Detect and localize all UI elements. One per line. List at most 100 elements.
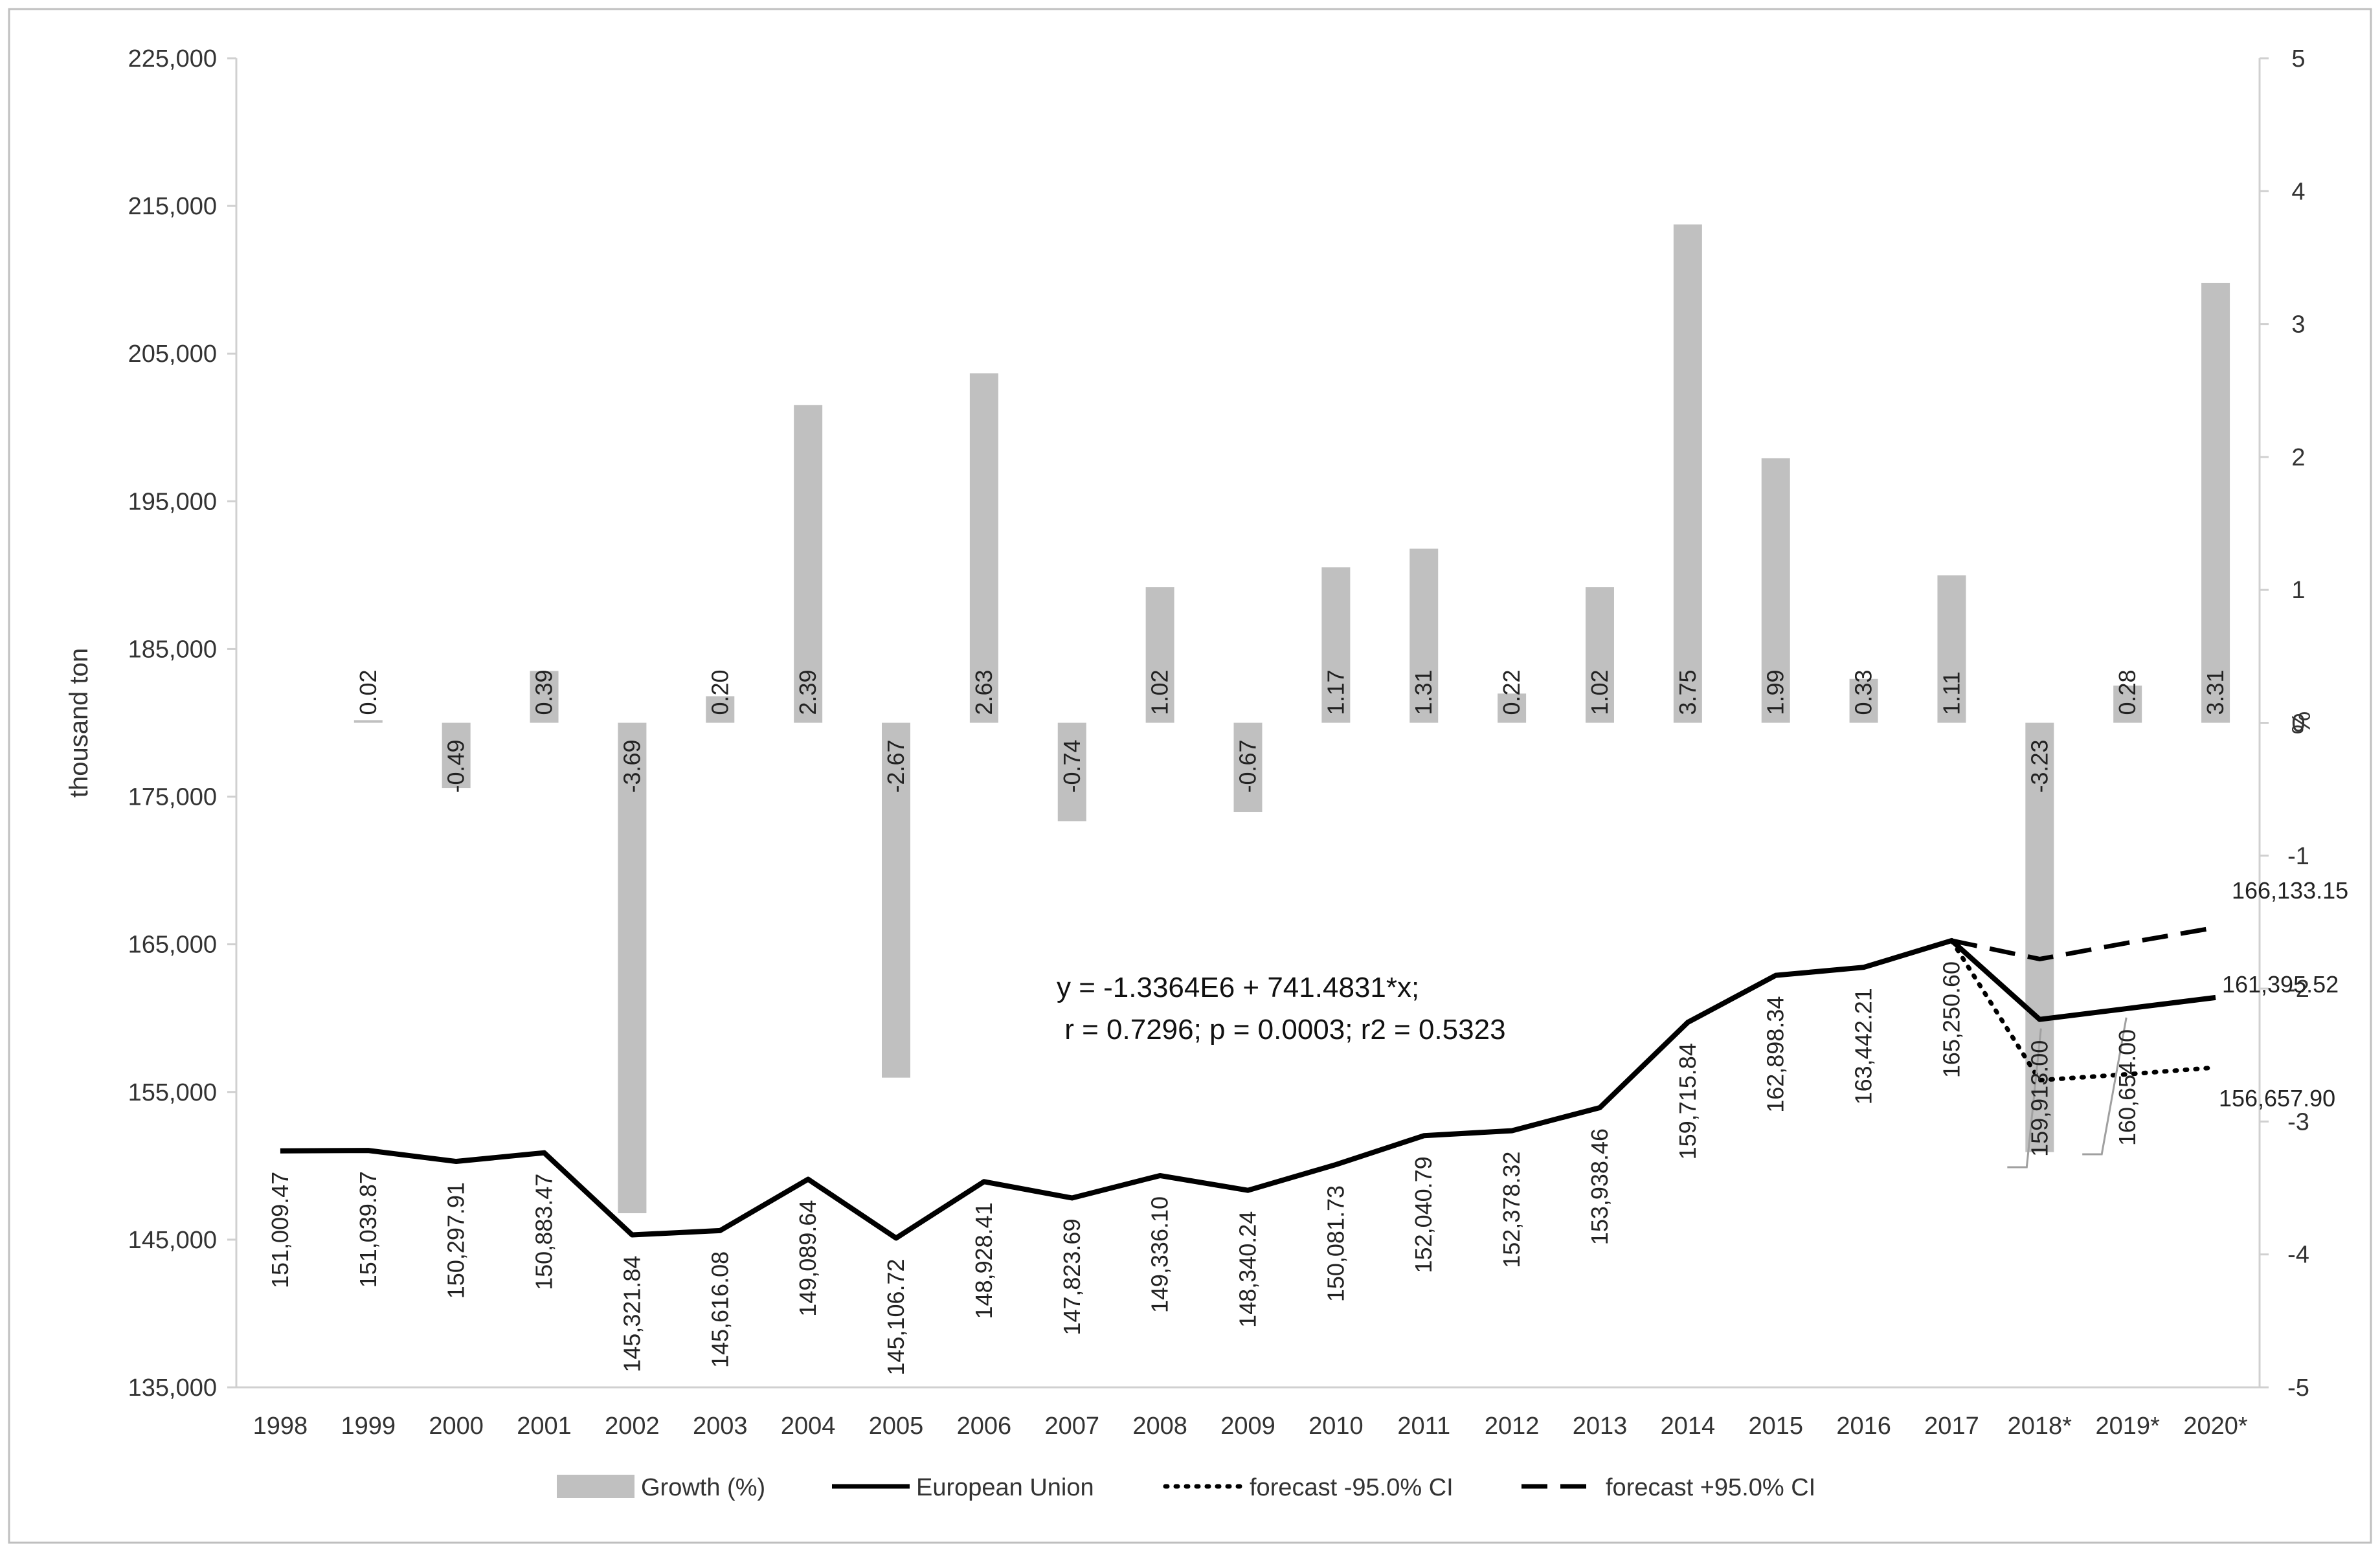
growth-bar-2009 <box>1233 722 1263 812</box>
x-tick-label-2001: 2001 <box>517 1413 572 1440</box>
growth-bar-label-2010: 1.17 <box>1322 669 1349 715</box>
eu-value-label-2000: 150,297.91 <box>443 1182 469 1299</box>
eu-value-label-2016: 163,442.21 <box>1850 988 1877 1104</box>
x-tick-label-2018*: 2018* <box>2008 1413 2072 1440</box>
growth-bar-2013 <box>1585 587 1614 723</box>
right-tick-label: -1 <box>2287 843 2309 870</box>
growth-bar-label-2017: 1.11 <box>1938 671 1964 715</box>
left-tick-label: 215,000 <box>128 193 217 220</box>
growth-bar-label-2012: 0.22 <box>1498 669 1525 715</box>
growth-bar-2020* <box>2201 282 2230 723</box>
growth-bar-label-2015: 1.99 <box>1762 669 1789 715</box>
leader-line-2019 <box>2082 1017 2127 1156</box>
eu-value-label-2008: 149,336.10 <box>1147 1196 1173 1313</box>
legend-label-1: European Union <box>916 1474 1094 1501</box>
growth-bar-label-2000: -0.49 <box>443 739 469 792</box>
right-tick-label: 0 <box>2291 710 2305 737</box>
growth-bar-2014 <box>1673 224 1702 723</box>
left-tick-label: 155,000 <box>128 1079 217 1106</box>
legend-label-3: forecast +95.0% CI <box>1606 1474 1815 1501</box>
eu-value-label-2015: 162,898.34 <box>1762 996 1789 1113</box>
x-tick-label-2009: 2009 <box>1220 1413 1275 1440</box>
growth-bar-label-2018*: -3.23 <box>2026 739 2052 792</box>
growth-bar-label-2001: 0.39 <box>531 669 557 715</box>
growth-bar-2019* <box>2113 686 2142 723</box>
eu-value-label-2006: 148,928.41 <box>971 1202 997 1319</box>
x-tick-label-2017: 2017 <box>1924 1413 1979 1440</box>
eu-value-label-2019*: 160,654.00 <box>2114 1029 2140 1146</box>
x-tick-label-2019*: 2019* <box>2096 1413 2161 1440</box>
left-tick-label: 145,000 <box>128 1227 217 1254</box>
right-tick-label: 3 <box>2291 311 2305 339</box>
left-tick-label: 165,000 <box>128 932 217 959</box>
growth-bar-label-1999: 0.02 <box>355 669 381 715</box>
legend-swatch-growth <box>557 1475 634 1498</box>
x-tick-label-2002: 2002 <box>605 1413 660 1440</box>
eu-value-label-2005: 145,106.72 <box>882 1259 909 1375</box>
eu-value-label-2020*: 161,395.52 <box>2222 971 2339 998</box>
growth-bar-2004 <box>794 405 823 723</box>
x-tick-label-2016: 2016 <box>1836 1413 1891 1440</box>
eu-value-label-2002: 145,321.84 <box>618 1256 645 1372</box>
growth-bar-label-2002: -3.69 <box>618 739 645 792</box>
legend-label-2: forecast -95.0% CI <box>1250 1474 1454 1501</box>
legend: Growth (%) European Union forecast -95.0% … <box>557 1474 1815 1501</box>
growth-bar-label-2003: 0.20 <box>706 669 733 715</box>
eu-value-label-1998: 151,009.47 <box>267 1172 293 1288</box>
regression-annotation: y = -1.3364E6 + 741.4831*x; r = 0.7296; … <box>1057 972 1506 1046</box>
growth-bar-2007 <box>1057 722 1086 822</box>
growth-bar-label-2009: -0.67 <box>1235 739 1261 792</box>
growth-bar-2002 <box>618 722 647 1214</box>
growth-bar-2006 <box>969 373 998 723</box>
x-tick-label-2005: 2005 <box>869 1413 924 1440</box>
right-axis-title: % <box>2287 711 2316 735</box>
growth-bar-label-2008: 1.02 <box>1147 669 1173 715</box>
x-tick-label-2008: 2008 <box>1132 1413 1187 1440</box>
chart-frame <box>8 8 2372 1544</box>
lines-layer <box>280 925 2218 1241</box>
right-tick-label: 5 <box>2291 45 2305 73</box>
x-tick-label-2012: 2012 <box>1485 1413 1540 1440</box>
x-tick-label-1999: 1999 <box>341 1413 396 1440</box>
right-tick-label: 2 <box>2291 444 2305 471</box>
x-tick-label-2004: 2004 <box>781 1413 836 1440</box>
legend-label-0: Growth (%) <box>641 1474 765 1501</box>
regression-stats: r = 0.7296; p = 0.0003; r2 = 0.5323 <box>1057 1014 1506 1046</box>
eu-value-label-2007: 147,823.69 <box>1059 1218 1085 1335</box>
eu-value-label-2004: 149,089.64 <box>794 1200 821 1317</box>
growth-bar-2010 <box>1321 567 1351 723</box>
growth-bar-2008 <box>1145 587 1174 723</box>
right-tick-label: 4 <box>2291 178 2305 205</box>
growth-bar-2017 <box>1937 575 1966 723</box>
eu-value-label-2012: 152,378.32 <box>1498 1152 1525 1268</box>
forecast-upper-ci-line <box>1951 925 2216 962</box>
x-tick-label-2010: 2010 <box>1308 1413 1364 1440</box>
x-tick-label-2011: 2011 <box>1397 1413 1450 1440</box>
left-axis-title: thousand ton <box>65 648 93 798</box>
x-tick-label-2015: 2015 <box>1748 1413 1803 1440</box>
leader-line-2018 <box>2007 1028 2042 1169</box>
growth-bar-label-2006: 2.63 <box>971 669 997 715</box>
growth-bar-1999 <box>354 720 383 723</box>
growth-bar-label-2014: 3.75 <box>1674 669 1701 715</box>
eu-value-label-2009: 148,340.24 <box>1235 1211 1261 1328</box>
eu-value-label-2013: 153,938.46 <box>1586 1128 1613 1245</box>
x-tick-label-2020*: 2020* <box>2183 1413 2248 1440</box>
growth-bar-2011 <box>1409 548 1439 723</box>
eu-value-label-2001: 150,883.47 <box>531 1174 557 1290</box>
forecast-lower-ci-line <box>1949 938 2218 1083</box>
left-tick-label: 135,000 <box>128 1374 217 1402</box>
growth-bar-2012 <box>1498 693 1527 723</box>
left-tick-label: 195,000 <box>128 488 217 515</box>
right-tick-label: 1 <box>2291 577 2305 604</box>
growth-bar-2001 <box>530 671 559 723</box>
left-tick-label: 225,000 <box>128 45 217 73</box>
left-tick-label: 205,000 <box>128 341 217 368</box>
left-tick-label: 175,000 <box>128 784 217 811</box>
right-tick-label: -5 <box>2287 1374 2309 1402</box>
growth-bar-2005 <box>882 722 911 1078</box>
regression-equation: y = -1.3364E6 + 741.4831*x; <box>1057 972 1419 1003</box>
growth-bar-2016 <box>1849 678 1878 723</box>
